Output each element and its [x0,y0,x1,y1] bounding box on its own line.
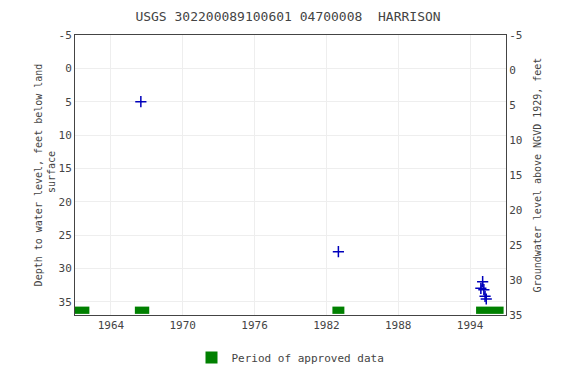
svg-text:1970: 1970 [170,319,197,332]
svg-text:20: 20 [59,196,72,209]
svg-text:25: 25 [59,229,72,242]
svg-text:USGS 302200089100601 04700008: USGS 302200089100601 04700008 HARRISON [135,9,440,24]
svg-text:-5: -5 [509,29,522,42]
svg-text:10: 10 [509,134,522,147]
svg-text:1994: 1994 [457,319,484,332]
svg-text:Period of approved data: Period of approved data [232,352,384,365]
svg-text:Depth to water level, feet bel: Depth to water level, feet below land su… [33,64,57,287]
svg-text:10: 10 [59,129,72,142]
svg-text:Groundwater level above NGVD 1: Groundwater level above NGVD 1929, feet [532,58,543,293]
svg-text:5: 5 [509,99,516,112]
svg-text:30: 30 [59,262,72,275]
svg-text:15: 15 [59,162,72,175]
svg-text:1988: 1988 [385,319,412,332]
svg-text:-5: -5 [59,29,72,42]
svg-text:20: 20 [509,204,522,217]
svg-text:0: 0 [65,62,72,75]
svg-text:1964: 1964 [98,319,125,332]
svg-text:5: 5 [65,96,72,109]
svg-text:30: 30 [509,274,522,287]
svg-text:25: 25 [509,239,522,252]
svg-text:0: 0 [509,64,516,77]
svg-text:35: 35 [509,309,522,322]
svg-text:35: 35 [59,296,72,309]
svg-text:15: 15 [509,169,522,182]
svg-text:1982: 1982 [313,319,340,332]
svg-text:1976: 1976 [241,319,268,332]
